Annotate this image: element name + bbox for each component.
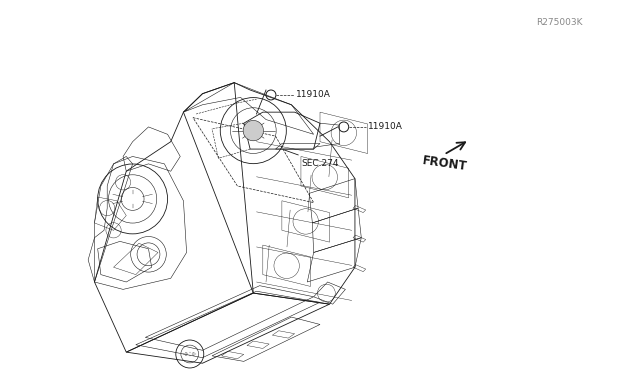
- Text: SEC.274: SEC.274: [301, 159, 339, 169]
- Text: FRONT: FRONT: [422, 154, 468, 173]
- Text: 11910A: 11910A: [367, 122, 403, 131]
- Text: R275003K: R275003K: [536, 18, 582, 27]
- Text: 11910A: 11910A: [296, 90, 331, 99]
- Circle shape: [243, 121, 264, 141]
